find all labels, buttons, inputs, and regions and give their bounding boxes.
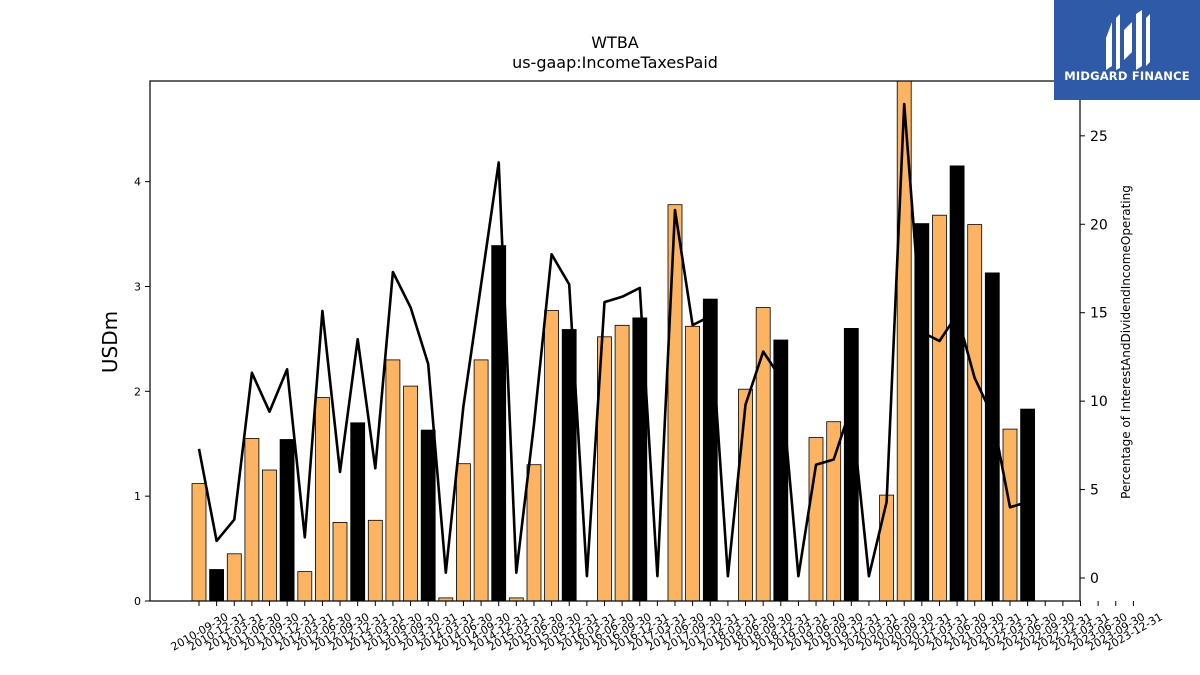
bar — [367, 519, 383, 602]
bar — [455, 463, 471, 602]
bar — [226, 553, 242, 602]
bar — [420, 429, 436, 602]
chart-title: WTBA — [591, 33, 639, 52]
bar — [297, 571, 313, 602]
brand-name: MIDGARD FINANCE — [1064, 69, 1190, 83]
brand-logo: MIDGARD FINANCE — [1054, 0, 1200, 100]
bar — [279, 439, 295, 602]
bar — [350, 422, 366, 602]
y2-tick-label: 0 — [1090, 571, 1099, 587]
bar — [667, 204, 683, 602]
bar — [614, 324, 630, 602]
bar — [1020, 408, 1035, 602]
y2-tick-label: 25 — [1090, 129, 1108, 145]
bar — [967, 224, 983, 602]
bar — [403, 385, 419, 602]
bar — [738, 388, 753, 602]
y2-axis-label: Percentage of InterestAndDividendIncomeO… — [1119, 185, 1133, 499]
bar — [702, 298, 718, 602]
y2-tick-label: 10 — [1090, 394, 1108, 410]
bar — [314, 397, 330, 602]
chart-subtitle: us-gaap:IncomeTaxesPaid — [512, 53, 718, 72]
bar — [932, 214, 947, 602]
y2-tick-label: 20 — [1090, 217, 1108, 233]
y-axis-label: USDm — [98, 311, 122, 373]
y-tick-label: 1 — [134, 490, 141, 503]
y-tick-label: 4 — [134, 176, 141, 189]
bar — [526, 464, 542, 602]
y2-tick-label: 15 — [1090, 306, 1108, 322]
y2-tick-label: 5 — [1090, 483, 1099, 499]
percentage-line — [197, 102, 1028, 578]
bar — [473, 359, 489, 602]
axes: 0123405101520252010-09-302010-12-312011-… — [134, 80, 1165, 654]
bar — [685, 325, 700, 602]
bar — [332, 522, 348, 602]
bar — [879, 494, 894, 602]
line-series — [197, 102, 1028, 578]
y-tick-label: 3 — [134, 280, 141, 293]
bars — [191, 80, 1035, 602]
bar — [385, 359, 401, 602]
bar — [1002, 428, 1018, 602]
bar — [244, 438, 260, 602]
bar — [191, 483, 207, 602]
y-tick-label: 0 — [134, 595, 141, 608]
bar — [209, 569, 225, 602]
bar — [949, 165, 965, 602]
y-tick-label: 2 — [134, 385, 141, 398]
logo-mark-icon — [1106, 10, 1150, 70]
bar — [544, 310, 559, 602]
plot-frame — [149, 80, 1081, 602]
bar — [262, 469, 277, 602]
